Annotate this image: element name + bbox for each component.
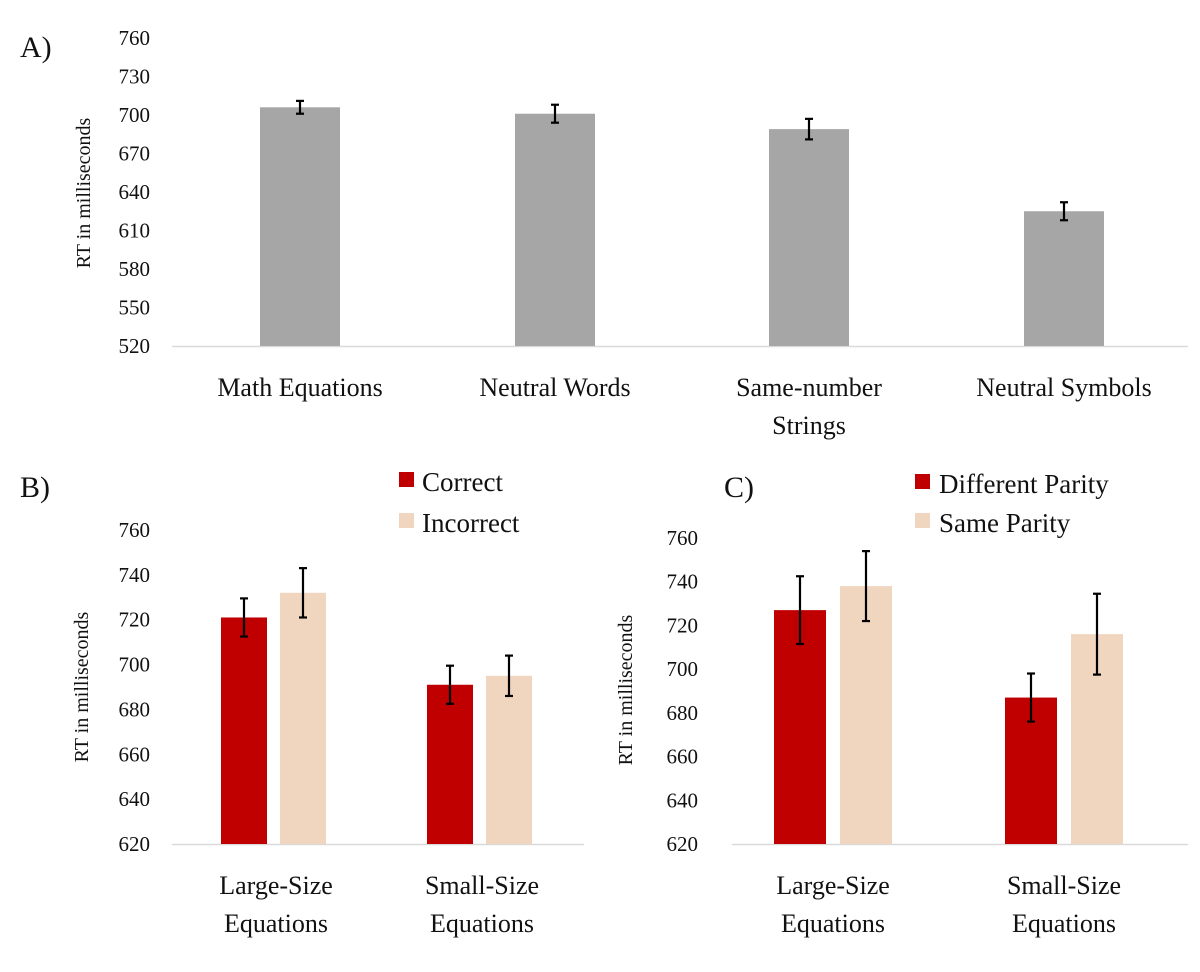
y-tick-label: 680: [667, 701, 699, 725]
panel-label-b: B): [20, 471, 50, 504]
error-bar: [1093, 592, 1101, 676]
y-tick-label: 620: [119, 832, 151, 856]
y-tick-label: 760: [119, 26, 151, 50]
y-tick-label: 740: [119, 563, 151, 587]
legend-swatch: [399, 472, 414, 487]
bar: [774, 610, 826, 844]
chart-panel-b: B) 620 640 660 680 700 720 740 760 RT in millisec…: [20, 467, 584, 938]
bar: [221, 617, 267, 844]
y-tick-label: 640: [119, 180, 151, 204]
y-tick-label: 520: [119, 334, 151, 358]
error-bar: [505, 654, 513, 698]
error-bar: [862, 550, 870, 623]
bar: [486, 675, 532, 844]
error-bar: [805, 117, 813, 141]
y-tick-label: 620: [667, 832, 699, 856]
y-tick-label: 730: [119, 65, 151, 89]
category-label: Small-Size Equations: [425, 871, 539, 938]
bar: [840, 586, 892, 844]
legend-swatch: [915, 513, 930, 528]
category-label: Neutral Symbols: [976, 373, 1152, 402]
category-label: Large-Size Equations: [219, 871, 333, 938]
y-axis-label: RT in milliseconds: [615, 614, 637, 765]
bar: [769, 129, 849, 346]
error-bar: [551, 103, 559, 124]
y-tick-label: 640: [667, 788, 699, 812]
error-bar: [296, 99, 304, 115]
y-tick-label: 640: [119, 787, 151, 811]
y-tick-label: 550: [119, 296, 151, 320]
y-tick-label: 760: [119, 518, 151, 542]
bar: [260, 107, 340, 346]
legend-label: Same Parity: [939, 508, 1071, 538]
y-tick-label: 740: [667, 570, 699, 594]
legend-label: Correct: [422, 467, 503, 497]
category-label: Math Equations: [217, 373, 382, 402]
y-tick-label: 680: [119, 697, 151, 721]
legend: Different Parity Same Parity: [915, 469, 1109, 538]
category-label: Neutral Words: [479, 373, 630, 402]
y-tick-label: 610: [119, 219, 151, 243]
error-bar: [796, 575, 804, 646]
error-bar: [1027, 672, 1035, 723]
y-tick-label: 670: [119, 142, 151, 166]
y-tick-label: 700: [667, 657, 699, 681]
bar: [280, 592, 326, 844]
error-bar: [299, 567, 307, 619]
y-tick-label: 660: [119, 742, 151, 766]
y-tick-label: 700: [119, 103, 151, 127]
y-axis-label: RT in milliseconds: [73, 117, 95, 268]
category-label: Large-Size Equations: [776, 871, 890, 938]
y-tick-label: 720: [667, 613, 699, 637]
y-tick-label: 760: [667, 526, 699, 550]
chart-panel-a: A) 520 550 580 610 640 670 700 730 760 RT in milli…: [20, 26, 1188, 440]
bar: [427, 684, 473, 844]
panel-label-a: A): [20, 31, 52, 64]
error-bar: [240, 597, 248, 638]
y-axis-label: RT in milliseconds: [71, 611, 93, 762]
legend-swatch: [915, 474, 930, 489]
bar: [515, 113, 595, 346]
bar: [1024, 211, 1104, 346]
error-bar: [1060, 201, 1068, 222]
category-label: Same-number Strings: [736, 373, 882, 440]
y-tick-label: 660: [667, 745, 699, 769]
legend: Correct Incorrect: [399, 467, 520, 538]
y-tick-label: 700: [119, 653, 151, 677]
legend-label: Different Parity: [939, 469, 1109, 499]
chart-panel-c: C) 620 640 660 680 700 720 740 760 RT in millisec…: [615, 469, 1188, 938]
y-tick-label: 720: [119, 608, 151, 632]
legend-label: Incorrect: [422, 508, 520, 538]
category-label: Small-Size Equations: [1007, 871, 1121, 938]
panel-label-c: C): [724, 471, 754, 504]
y-tick-label: 580: [119, 257, 151, 281]
error-bar: [446, 664, 454, 705]
legend-swatch: [399, 513, 414, 528]
